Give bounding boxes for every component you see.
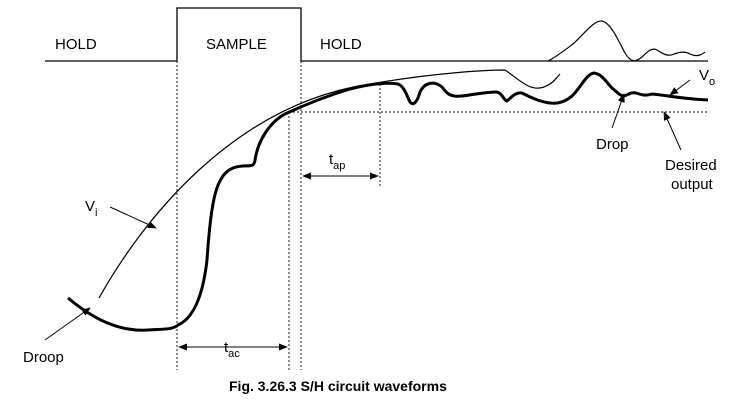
hold-right-label: HOLD <box>320 36 362 53</box>
output-signal-vo-curve <box>67 71 709 332</box>
desired-output-label-line1: Desired <box>665 157 717 174</box>
vi-label: Vi <box>85 198 97 219</box>
drop-label: Drop <box>596 136 629 153</box>
tap-label: tap <box>329 151 345 172</box>
hold-left-label: HOLD <box>55 36 97 53</box>
input-signal-vi-curve <box>98 69 561 299</box>
vo-label: Vo <box>699 67 715 88</box>
droop-label: Droop <box>23 349 64 366</box>
vo-leader-arrow <box>669 79 691 96</box>
desired-output-leader-arrow <box>663 111 682 151</box>
tac-label: tac <box>224 339 240 360</box>
control-signal-line <box>45 7 708 62</box>
droop-leader-arrow <box>44 307 91 341</box>
drop-leader-arrow <box>611 93 625 129</box>
vi-leader-arrow <box>109 206 157 229</box>
control-line-ripple <box>547 20 706 62</box>
sample-label: SAMPLE <box>206 36 267 53</box>
figure-caption: Fig. 3.26.3 S/H circuit waveforms <box>229 378 447 394</box>
desired-output-label-line2: output <box>671 176 714 193</box>
